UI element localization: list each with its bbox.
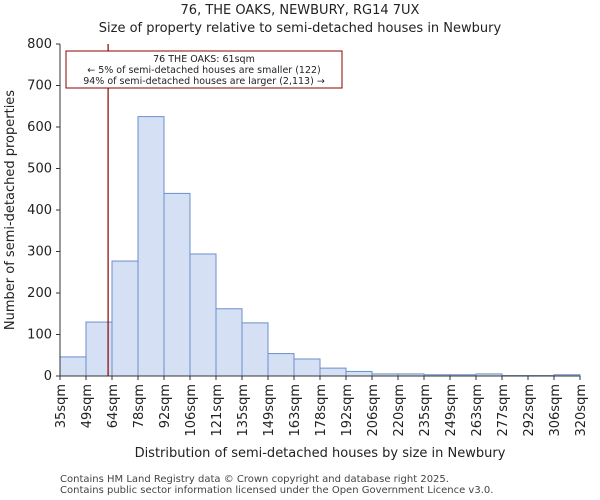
histogram-bar bbox=[111, 260, 139, 377]
histogram-bar bbox=[215, 308, 243, 377]
histogram-bar bbox=[345, 370, 373, 377]
annotation-line: 94% of semi-detached houses are larger (… bbox=[83, 76, 325, 87]
x-tick-label: 135sqm bbox=[236, 384, 251, 437]
x-tick-label: 249sqm bbox=[444, 384, 459, 437]
histogram-bar bbox=[319, 367, 347, 377]
histogram-bar bbox=[163, 192, 191, 377]
histogram-bar bbox=[59, 356, 87, 377]
y-axis-label: Number of semi-detached properties bbox=[3, 90, 18, 330]
x-tick-label: 320sqm bbox=[574, 384, 589, 437]
y-tick-label: 100 bbox=[27, 328, 52, 343]
x-tick-label: 64sqm bbox=[106, 384, 121, 428]
y-tick-label: 0 bbox=[44, 369, 52, 384]
x-tick-label: 106sqm bbox=[184, 384, 199, 437]
annotation-box bbox=[65, 50, 343, 89]
x-tick-label: 92sqm bbox=[158, 384, 173, 428]
histogram-bar bbox=[137, 116, 165, 377]
x-tick-label: 49sqm bbox=[80, 384, 95, 428]
x-tick-label: 178sqm bbox=[314, 384, 329, 437]
footer-line-1: Contains HM Land Registry data © Crown c… bbox=[60, 474, 449, 485]
x-tick-label: 206sqm bbox=[366, 384, 381, 437]
histogram-bar bbox=[241, 322, 269, 377]
x-tick-label: 306sqm bbox=[548, 384, 563, 437]
y-tick-label: 200 bbox=[27, 286, 52, 301]
chart-title: 76, THE OAKS, NEWBURY, RG14 7UX bbox=[180, 3, 420, 18]
annotation-line: ← 5% of semi-detached houses are smaller… bbox=[87, 65, 321, 76]
x-tick-label: 149sqm bbox=[262, 384, 277, 437]
y-tick-label: 500 bbox=[27, 162, 52, 177]
histogram-bar bbox=[189, 253, 217, 377]
x-tick-label: 35sqm bbox=[54, 384, 69, 428]
y-tick-label: 600 bbox=[27, 120, 52, 135]
annotation-line: 76 THE OAKS: 61sqm bbox=[153, 54, 255, 65]
x-tick-label: 220sqm bbox=[392, 384, 407, 437]
y-tick-label: 400 bbox=[27, 203, 52, 218]
x-tick-label: 192sqm bbox=[340, 384, 355, 437]
x-tick-label: 235sqm bbox=[418, 384, 433, 437]
x-tick-label: 277sqm bbox=[496, 384, 511, 437]
x-axis-label: Distribution of semi-detached houses by … bbox=[135, 446, 506, 461]
histogram-bar bbox=[293, 358, 321, 377]
footer-line-2: Contains public sector information licen… bbox=[60, 485, 494, 496]
x-tick-label: 121sqm bbox=[210, 384, 225, 437]
x-tick-label: 263sqm bbox=[470, 384, 485, 437]
x-tick-label: 78sqm bbox=[132, 384, 147, 428]
y-tick-label: 300 bbox=[27, 245, 52, 260]
histogram-bar bbox=[267, 353, 295, 377]
x-tick-label: 292sqm bbox=[522, 384, 537, 437]
chart-subtitle: Size of property relative to semi-detach… bbox=[98, 21, 502, 36]
y-tick-label: 800 bbox=[27, 37, 52, 52]
y-tick-label: 700 bbox=[27, 79, 52, 94]
x-tick-label: 163sqm bbox=[288, 384, 303, 437]
